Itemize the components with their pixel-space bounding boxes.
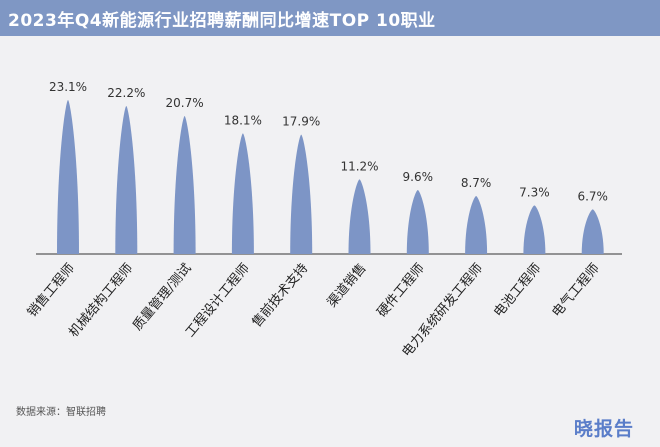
data-label-3: 20.7%	[166, 96, 204, 110]
bar-8	[465, 196, 488, 254]
category-label-10: 电气工程师	[549, 260, 603, 320]
data-source-note: 数据来源：智联招聘	[16, 407, 106, 418]
bar-chart: 23.1% 销售工程师 22.2% 机械结构工程师 20.7% 质量管理/测试 18.1% 工…	[24, 80, 622, 360]
bar-5	[290, 134, 313, 254]
data-label-1: 23.1%	[49, 80, 87, 94]
bar-7	[406, 190, 429, 254]
category-label-7: 硬件工程师	[375, 261, 428, 320]
data-label-5: 17.9%	[282, 115, 320, 129]
data-label-9: 7.3%	[519, 185, 550, 199]
data-label-7: 9.6%	[403, 170, 434, 184]
bar-3	[173, 116, 196, 254]
category-label-1: 销售工程师	[24, 260, 78, 320]
data-label-10: 6.7%	[577, 189, 608, 203]
chart-title: 2023年Q4新能源行业招聘薪酬同比增速TOP 10职业	[8, 11, 436, 31]
bar-2	[115, 106, 138, 254]
bar-1	[57, 100, 79, 254]
category-label-3: 质量管理/测试	[130, 261, 194, 334]
brand-logo: 晓报告	[573, 418, 634, 440]
bar-9	[523, 205, 546, 254]
bar-4	[231, 133, 254, 254]
bar-6	[348, 179, 371, 254]
category-label-9: 电池工程师	[491, 261, 544, 320]
data-label-8: 8.7%	[461, 176, 492, 190]
data-label-4: 18.1%	[224, 113, 262, 127]
data-label-6: 11.2%	[340, 159, 378, 173]
category-label-2: 机械结构工程师	[66, 261, 136, 340]
chart-header: 2023年Q4新能源行业招聘薪酬同比增速TOP 10职业	[0, 0, 660, 36]
category-label-6: 渠道销售	[324, 260, 370, 310]
bar-10	[581, 209, 604, 254]
data-label-2: 22.2%	[107, 86, 145, 100]
category-label-4: 工程设计工程师	[183, 261, 253, 340]
category-label-5: 售前技术支持	[249, 260, 311, 330]
